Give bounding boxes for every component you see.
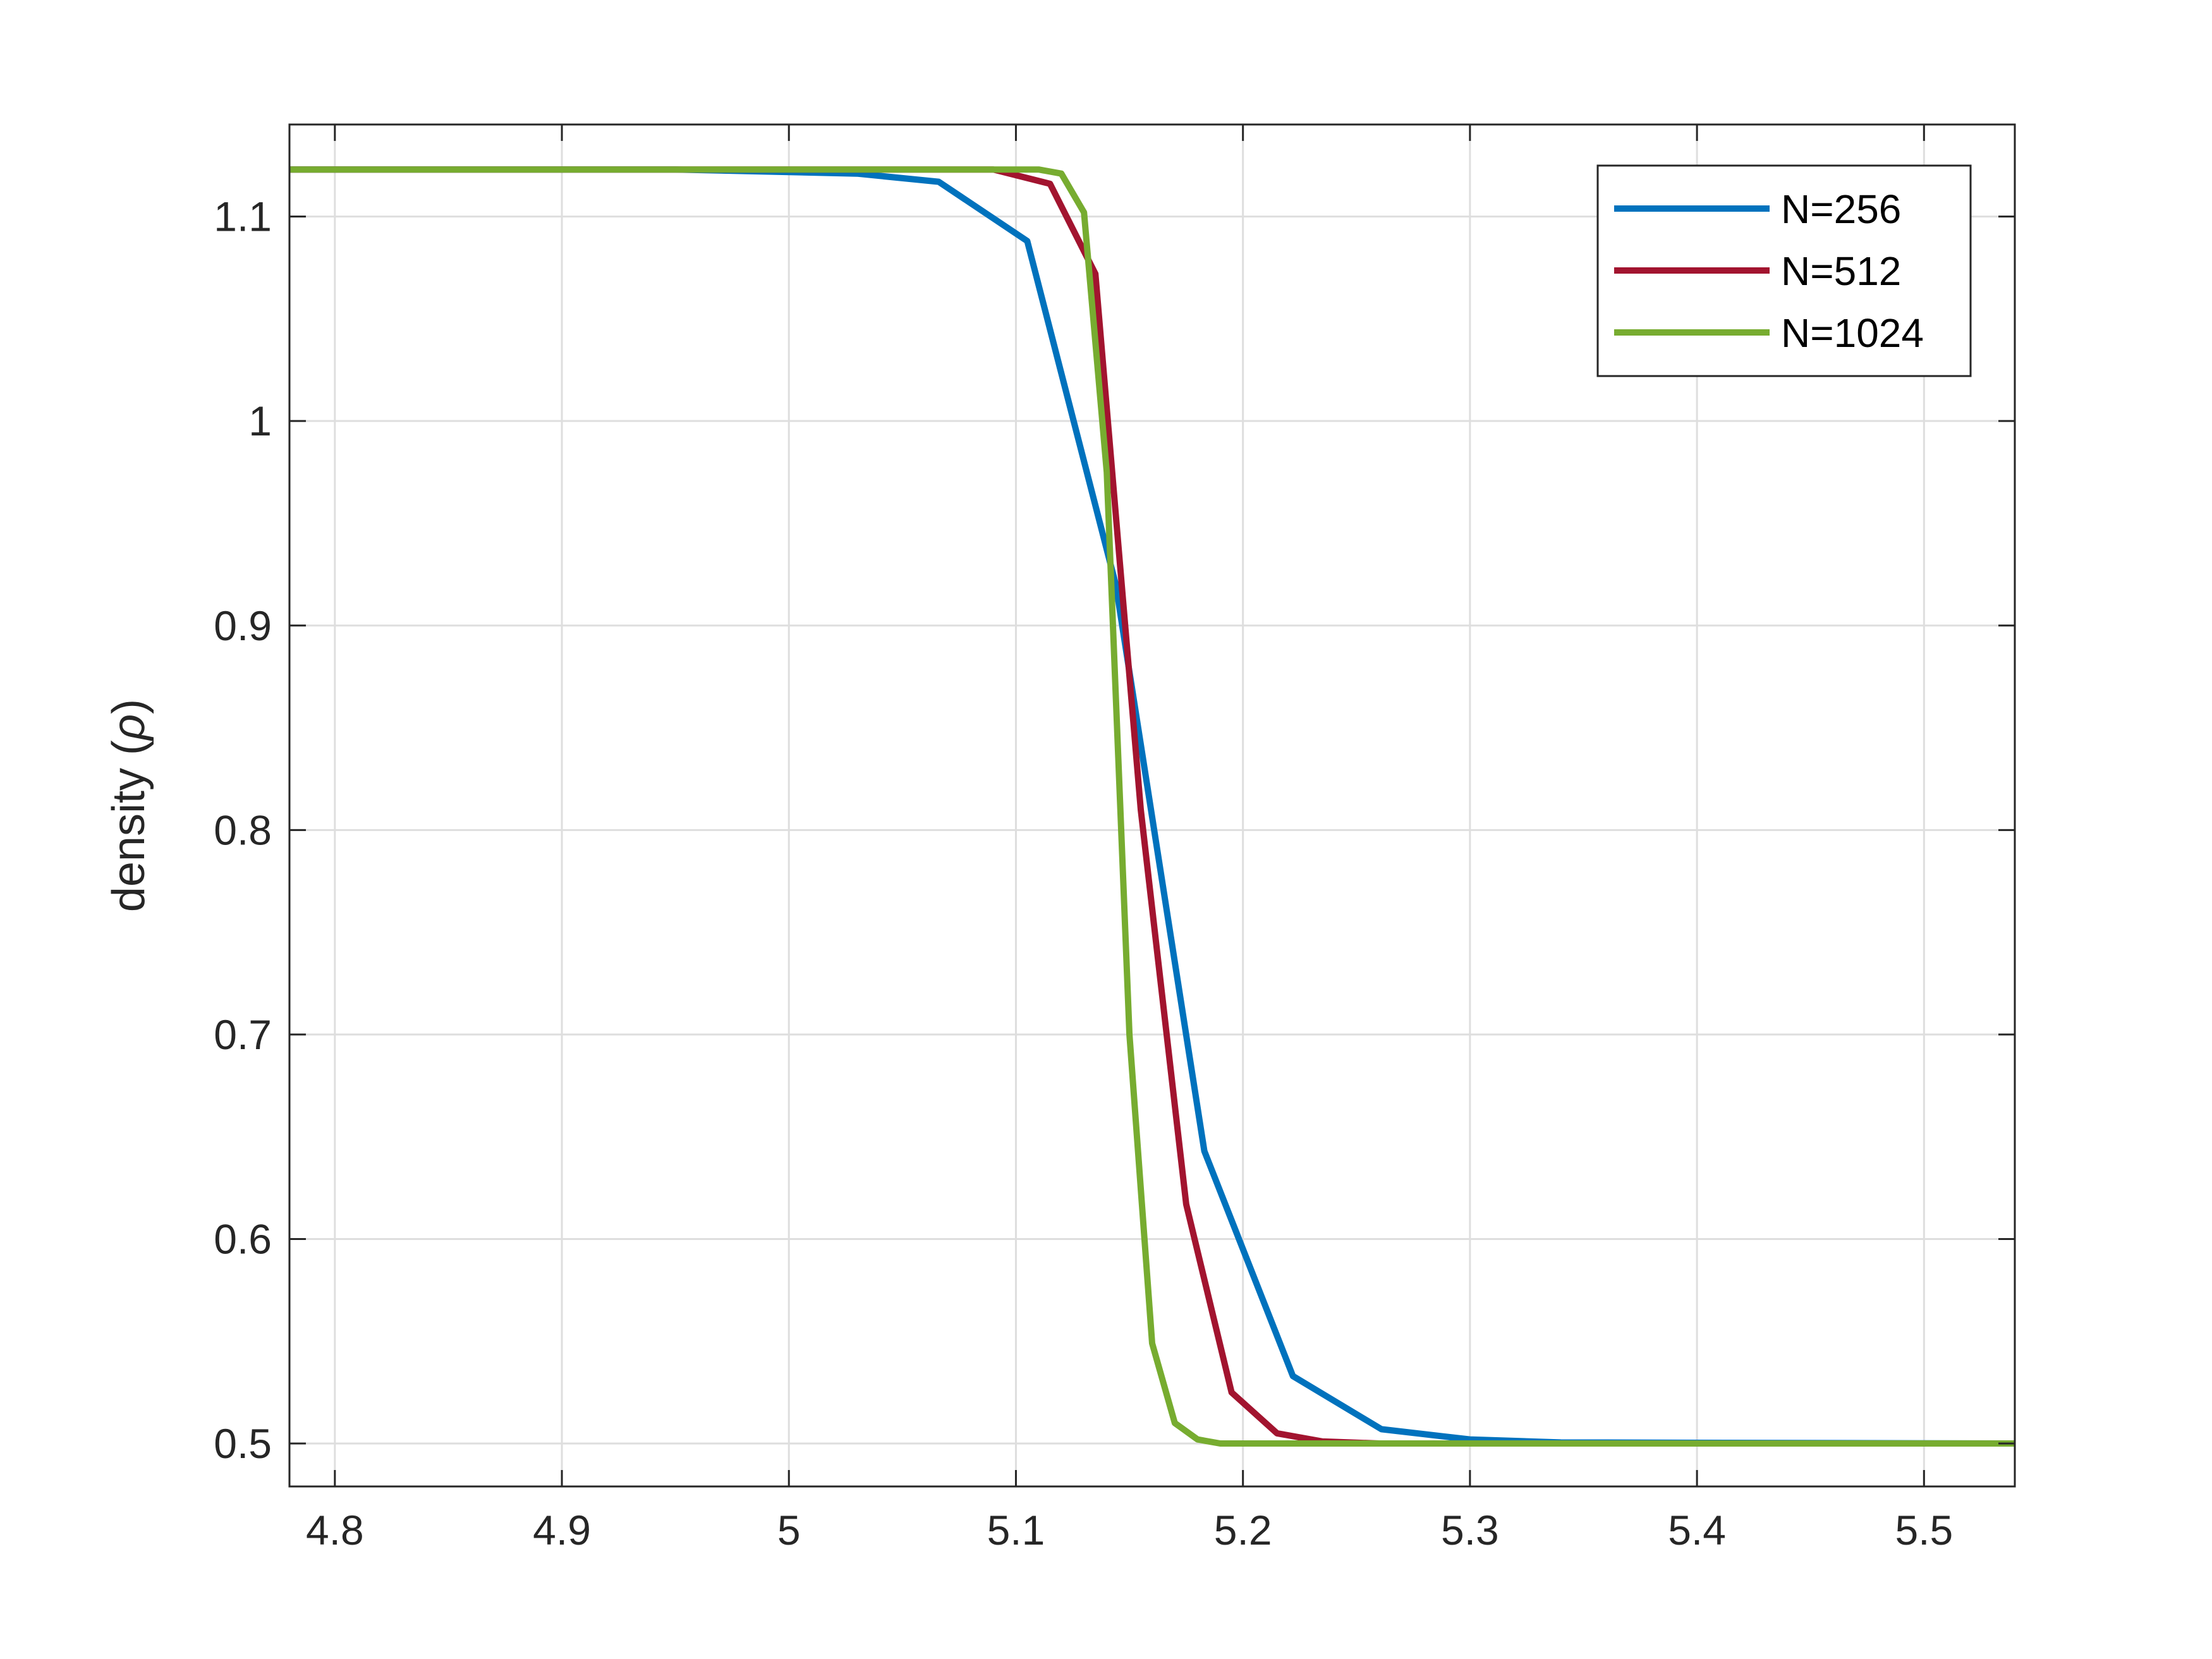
y-axis-label-text: density ( [104, 740, 154, 912]
legend-label: N=256 [1781, 186, 1901, 232]
y-tick-label: 0.8 [214, 806, 272, 853]
x-tick-label: 5.3 [1441, 1507, 1499, 1553]
legend-label: N=1024 [1781, 310, 1924, 356]
y-axis-label-symbol: ρ [104, 714, 154, 741]
y-tick-label: 0.7 [214, 1011, 272, 1058]
x-tick-label: 5.2 [1214, 1507, 1272, 1553]
legend: N=256 N=512 N=1024 [1596, 164, 1972, 377]
legend-label: N=512 [1781, 248, 1901, 294]
y-tick-label: 0.6 [214, 1215, 272, 1262]
x-tick-label: 4.8 [306, 1507, 364, 1553]
y-tick-label: 1 [248, 398, 272, 444]
x-tick-label: 4.9 [533, 1507, 591, 1553]
x-tick-label: 5.5 [1895, 1507, 1953, 1553]
series-line-n-256 [289, 166, 2015, 1447]
y-axis-label-close: ) [104, 699, 154, 714]
x-tick-label: 5.1 [987, 1507, 1045, 1553]
axis-ticks [289, 125, 2015, 1486]
series-line-n-1024 [289, 166, 2015, 1447]
x-tick-label: 5 [777, 1507, 801, 1553]
plot-frame [288, 123, 2016, 1488]
y-axis-label: density (ρ) [104, 699, 154, 912]
y-tick-label: 0.5 [214, 1420, 272, 1467]
y-tick-label: 0.9 [214, 602, 272, 649]
y-tick-label: 1.1 [214, 193, 272, 240]
x-tick-label: 5.4 [1668, 1507, 1726, 1553]
y-tick-labels: 0.5 0.6 0.7 0.8 0.9 1 1.1 [214, 193, 272, 1467]
x-tick-labels: 4.8 4.9 5 5.1 5.2 5.3 5.4 5.5 [306, 1507, 1953, 1553]
data-series [289, 166, 2015, 1447]
